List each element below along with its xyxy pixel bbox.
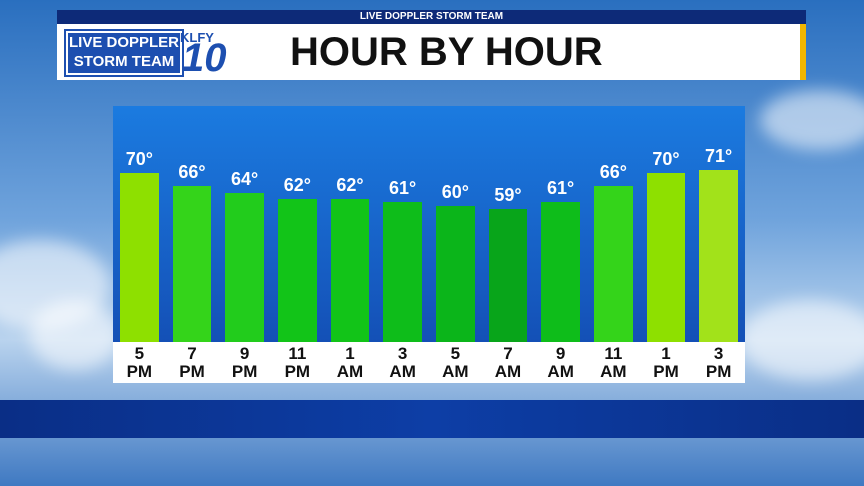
x-tick-label: 5 AM <box>442 344 469 381</box>
bar <box>593 186 633 342</box>
x-tick-label: 1 PM <box>653 344 679 381</box>
value-label: 71° <box>705 145 733 166</box>
bottom-band <box>0 400 864 438</box>
x-tick-label: 11 PM <box>284 344 311 381</box>
station-name: KLFY <box>180 30 214 45</box>
value-label: 62° <box>336 175 364 195</box>
value-label: 60° <box>441 181 469 202</box>
cloud <box>30 300 120 370</box>
header-strip: LIVE DOPPLER STORM TEAM <box>57 10 806 24</box>
chart-title: HOUR BY HOUR <box>290 30 603 74</box>
label-strip <box>113 342 745 383</box>
bar <box>119 173 159 342</box>
value-label: 61° <box>547 178 575 199</box>
bar <box>172 186 212 342</box>
bar <box>646 173 686 342</box>
cloud <box>760 90 864 150</box>
bar <box>277 199 317 342</box>
x-tick-label: 11 AM <box>600 344 627 381</box>
x-tick-label: 3 AM <box>389 344 416 381</box>
x-tick-label: 7 PM <box>179 344 205 381</box>
x-tick-label: 9 PM <box>231 344 258 381</box>
value-label: 64° <box>231 168 259 189</box>
value-label: 70° <box>125 149 153 169</box>
bar <box>383 202 423 342</box>
cloud <box>740 300 864 380</box>
plot-panel <box>113 106 745 343</box>
bar <box>699 169 739 342</box>
bar <box>488 208 528 342</box>
logo-text: STORM TEAM <box>73 53 175 70</box>
bar <box>435 205 475 342</box>
bar <box>330 199 370 342</box>
value-label: 61° <box>389 178 417 199</box>
bar <box>541 202 581 342</box>
channel-number: 10 <box>182 36 227 80</box>
x-tick-label: 7 AM <box>494 344 522 381</box>
logo: LIVE DOPPLER STORM TEAM <box>64 29 184 77</box>
x-tick-label: 5 PM <box>126 344 153 381</box>
value-label: 62° <box>283 175 311 195</box>
x-tick-label: 3 PM <box>705 344 732 381</box>
value-label: 66° <box>599 162 627 182</box>
x-tick-label: 9 AM <box>547 344 574 381</box>
bar <box>225 192 265 342</box>
value-label: 66° <box>178 162 206 182</box>
value-label: 70° <box>652 149 680 169</box>
value-label: 59° <box>494 184 522 205</box>
logo-text: LIVE DOPPLER <box>68 34 180 51</box>
x-tick-label: 1 AM <box>336 344 364 381</box>
